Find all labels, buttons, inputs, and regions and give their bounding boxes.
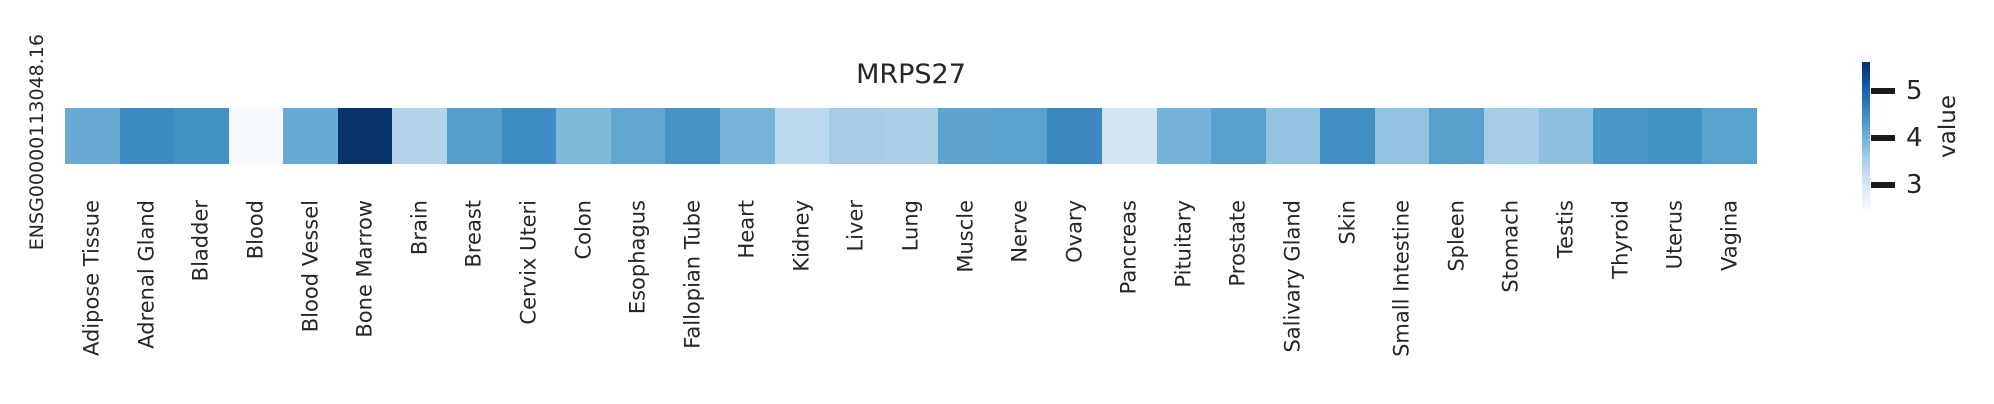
heatmap-cell-thyroid — [1593, 108, 1648, 164]
heatmap-cell-cervix-uteri — [501, 108, 557, 164]
x-tick-label-prostate: Prostate — [1225, 200, 1250, 287]
heatmap-strip — [65, 108, 1757, 164]
x-tick-label-esophagus: Esophagus — [625, 200, 650, 315]
heatmap-cell-lung — [883, 108, 939, 164]
heatmap-cell-bladder — [174, 108, 229, 164]
heatmap-cell-ovary — [1047, 108, 1102, 164]
x-tick-label-muscle: Muscle — [953, 200, 978, 273]
heatmap-cell-stomach — [1484, 108, 1539, 164]
x-tick-label-uterus: Uterus — [1662, 200, 1687, 270]
x-tick-label-lung: Lung — [898, 200, 923, 252]
x-tick-label-blood-vessel: Blood Vessel — [298, 200, 323, 333]
y-axis-row-label: ENSG00000113048.16 — [26, 34, 48, 251]
heatmap-cell-adipose-tissue — [65, 108, 120, 164]
heatmap-cell-spleen — [1429, 108, 1485, 164]
heatmap-cell-breast — [447, 108, 502, 164]
heatmap-cell-skin — [1320, 108, 1375, 164]
x-tick-label-pituitary: Pituitary — [1171, 200, 1196, 288]
colorbar-tick-label-5: 5 — [1906, 76, 1923, 107]
x-tick-label-adipose-tissue: Adipose Tissue — [79, 200, 104, 357]
heatmap-cell-pancreas — [1101, 108, 1157, 164]
x-tick-label-brain: Brain — [407, 200, 432, 256]
heatmap-cell-blood-vessel — [283, 108, 338, 164]
x-tick-label-skin: Skin — [1335, 200, 1360, 245]
x-tick-label-blood: Blood — [243, 200, 268, 260]
heatmap-cell-esophagus — [610, 108, 666, 164]
x-tick-label-heart: Heart — [734, 200, 759, 259]
heatmap-cell-liver — [829, 108, 884, 164]
heatmap-cell-testis — [1538, 108, 1594, 164]
colorbar-tick-3 — [1871, 181, 1895, 188]
x-tick-label-salivary-gland: Salivary Gland — [1280, 200, 1305, 353]
colorbar-tick-4 — [1871, 135, 1895, 142]
x-tick-label-small-intestine: Small Intestine — [1389, 200, 1414, 357]
x-tick-label-vagina: Vagina — [1717, 200, 1742, 271]
colorbar-tick-label-4: 4 — [1906, 123, 1923, 154]
heatmap-cell-salivary-gland — [1265, 108, 1321, 164]
heatmap-cell-kidney — [774, 108, 830, 164]
chart-title: MRPS27 — [856, 59, 966, 90]
heatmap-cell-prostate — [1211, 108, 1266, 164]
colorbar-tick-label-3: 3 — [1906, 169, 1923, 200]
x-tick-label-liver: Liver — [843, 200, 868, 252]
colorbar-gradient — [1862, 62, 1870, 210]
heatmap-cell-pituitary — [1156, 108, 1212, 164]
x-tick-label-pancreas: Pancreas — [1116, 200, 1141, 295]
heatmap-cell-brain — [392, 108, 448, 164]
x-tick-label-adrenal-gland: Adrenal Gland — [134, 200, 159, 349]
colorbar-tick-5 — [1871, 88, 1895, 95]
heatmap-cell-colon — [556, 108, 611, 164]
x-tick-label-colon: Colon — [570, 200, 595, 260]
heatmap-cell-fallopian-tube — [665, 108, 720, 164]
heatmap-cell-heart — [719, 108, 775, 164]
heatmap-cell-nerve — [992, 108, 1048, 164]
heatmap-cell-muscle — [938, 108, 993, 164]
heatmap-cell-uterus — [1647, 108, 1703, 164]
x-tick-label-ovary: Ovary — [1062, 200, 1087, 263]
x-tick-label-bladder: Bladder — [188, 200, 213, 282]
heatmap-cell-adrenal-gland — [119, 108, 175, 164]
x-tick-label-bone-marrow: Bone Marrow — [352, 200, 377, 338]
x-tick-label-breast: Breast — [461, 200, 486, 268]
colorbar-label: value — [1935, 95, 1961, 158]
x-tick-label-nerve: Nerve — [1007, 200, 1032, 263]
x-tick-label-fallopian-tube: Fallopian Tube — [680, 200, 705, 349]
x-tick-label-spleen: Spleen — [1444, 200, 1469, 272]
x-tick-label-stomach: Stomach — [1498, 200, 1523, 293]
heatmap-cell-vagina — [1702, 108, 1757, 164]
x-tick-label-thyroid: Thyroid — [1608, 200, 1632, 279]
heatmap-cell-blood — [228, 108, 284, 164]
heatmap-cell-small-intestine — [1374, 108, 1430, 164]
x-tick-label-kidney: Kidney — [789, 200, 814, 272]
x-tick-label-cervix-uteri: Cervix Uteri — [516, 200, 541, 325]
heatmap-cell-bone-marrow — [337, 108, 393, 164]
x-tick-label-testis: Testis — [1553, 200, 1578, 259]
